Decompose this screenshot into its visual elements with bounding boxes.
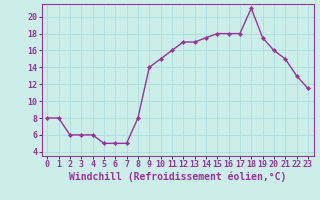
X-axis label: Windchill (Refroidissement éolien,°C): Windchill (Refroidissement éolien,°C) xyxy=(69,172,286,182)
